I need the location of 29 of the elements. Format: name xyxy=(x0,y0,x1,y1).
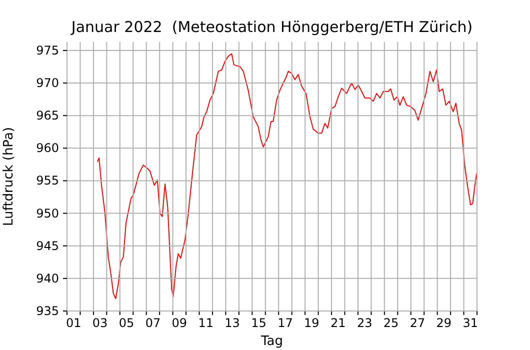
x-tick-label: 29 xyxy=(436,316,452,330)
y-tick-label: 970 xyxy=(36,76,59,90)
x-tick-label: 07 xyxy=(145,316,161,330)
x-tick-label: 03 xyxy=(92,316,108,330)
y-tick-label: 950 xyxy=(36,206,59,220)
x-tick-label: 19 xyxy=(304,316,320,330)
x-tick-label: 13 xyxy=(224,316,240,330)
x-tick-label: 21 xyxy=(330,316,346,330)
x-tick-label: 05 xyxy=(118,316,134,330)
x-tick-label: 31 xyxy=(462,316,478,330)
x-tick-label: 11 xyxy=(198,316,214,330)
x-axis-title: Tag xyxy=(260,334,284,349)
y-tick-label: 935 xyxy=(36,304,59,318)
y-axis-title: Luftdruck (hPa) xyxy=(2,127,17,226)
x-tick-label: 01 xyxy=(66,316,82,330)
chart-title: Januar 2022 (Meteostation Hönggerberg/ETH Zürich) xyxy=(70,18,474,36)
x-tick-label: 27 xyxy=(410,316,426,330)
y-tick-label: 940 xyxy=(36,271,59,286)
x-tick-label: 23 xyxy=(356,316,372,330)
x-tick-label: 25 xyxy=(383,316,399,330)
x-tick-label: 09 xyxy=(172,316,188,330)
y-tick-label: 955 xyxy=(36,174,59,188)
y-tick-label: 975 xyxy=(36,43,59,58)
x-tick-label: 15 xyxy=(251,316,266,330)
x-tick-label: 17 xyxy=(278,316,293,330)
y-tick-label: 945 xyxy=(36,238,59,253)
line-series xyxy=(96,53,477,300)
y-tick-label: 965 xyxy=(36,108,59,123)
y-tick-label: 960 xyxy=(36,141,59,156)
